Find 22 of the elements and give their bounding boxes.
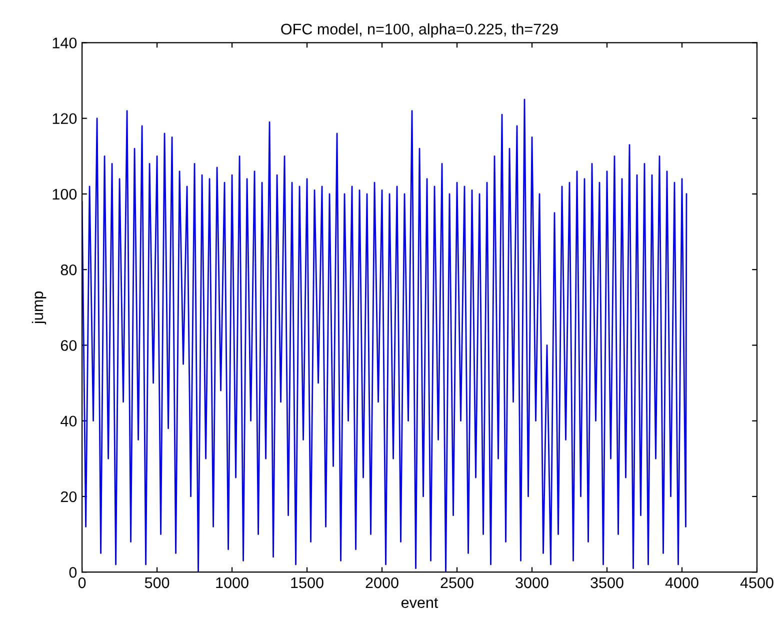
- x-tick-label: 0: [78, 577, 86, 588]
- x-tick-label: 500: [144, 577, 170, 588]
- x-tick-label: 2500: [440, 577, 474, 588]
- y-tick-label: 20: [60, 491, 77, 502]
- y-tick-label: 140: [52, 38, 77, 48]
- x-tick-label: 4000: [665, 577, 698, 588]
- x-tick-label: 1000: [216, 577, 248, 588]
- line-series: [82, 98, 688, 572]
- y-axis-title: jump: [32, 291, 46, 324]
- chart-title: OFC model, n=100, alpha=0.225, th=729: [281, 23, 558, 38]
- y-tick-label: 120: [52, 113, 77, 124]
- x-tick-label: 2000: [366, 577, 398, 588]
- x-tick-label: 3000: [516, 577, 548, 588]
- y-tick-label: 60: [60, 340, 77, 351]
- x-tick-label: 1500: [291, 577, 324, 588]
- y-tick-label: 0: [69, 566, 77, 578]
- x-tick-label: 4500: [740, 577, 774, 588]
- x-axis-title: event: [401, 598, 438, 608]
- x-tick-label: 3500: [590, 577, 624, 588]
- y-tick-label: 40: [60, 416, 77, 427]
- y-tick-label: 100: [52, 188, 77, 200]
- y-tick-label: 80: [60, 264, 77, 276]
